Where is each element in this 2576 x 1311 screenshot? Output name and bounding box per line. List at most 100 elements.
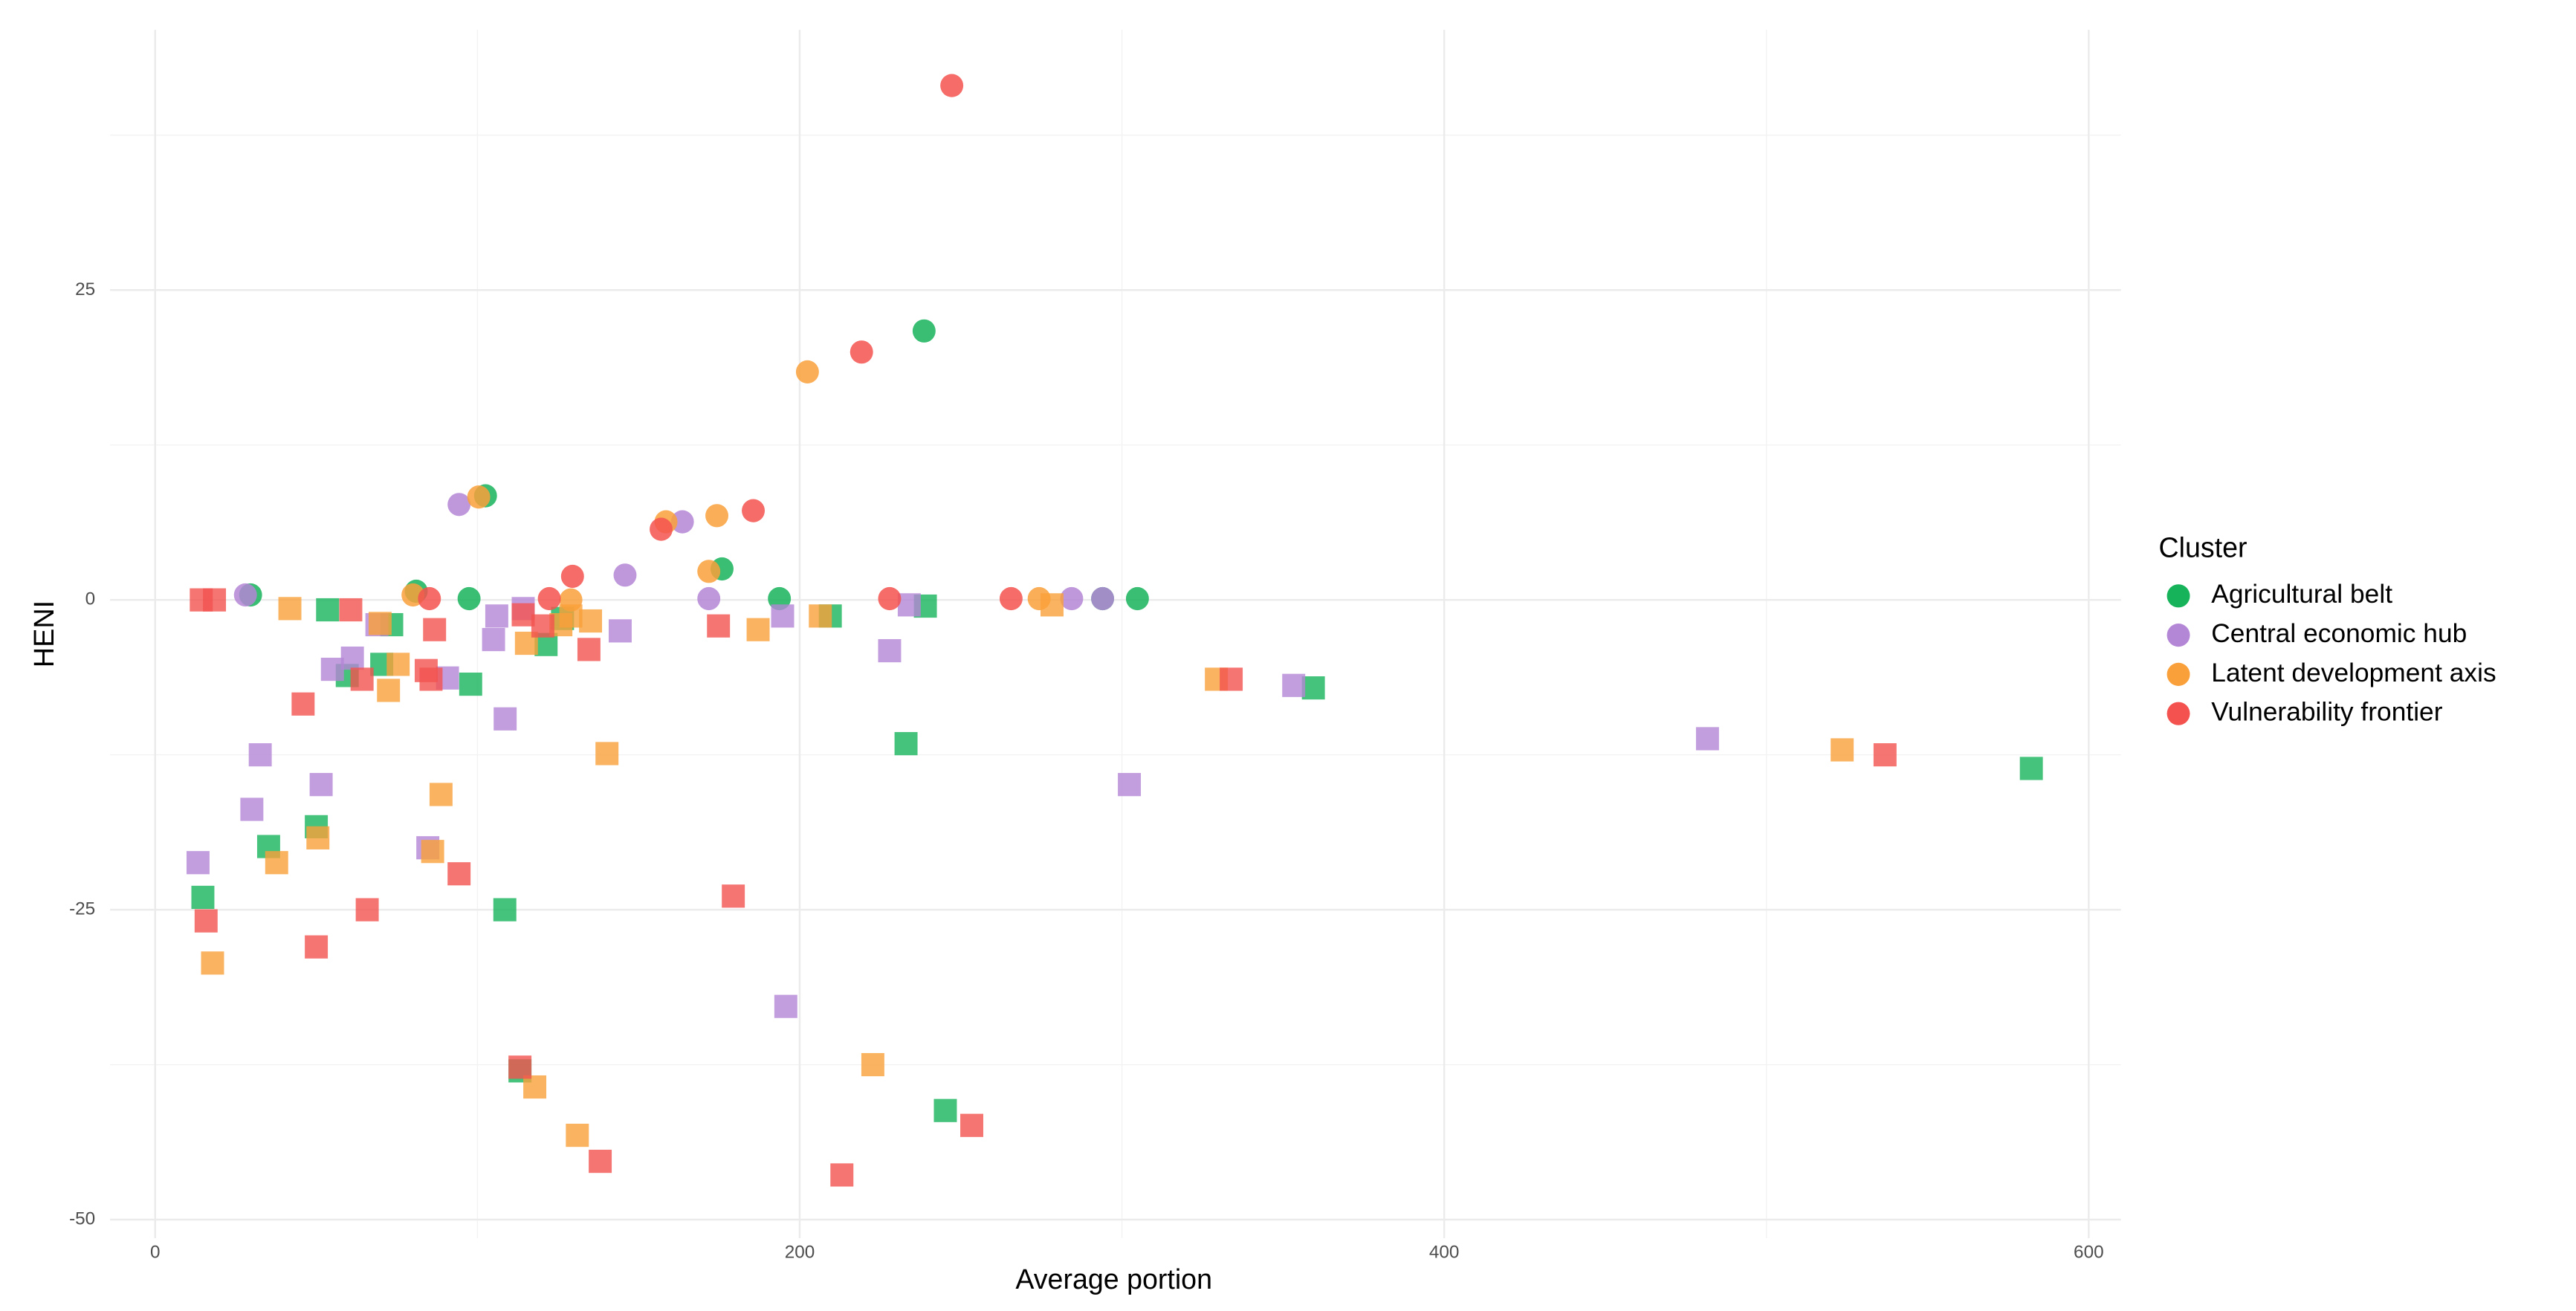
square-point	[306, 826, 330, 849]
square-point	[595, 742, 619, 765]
circle-point	[912, 319, 936, 343]
square-point	[309, 773, 333, 797]
square-point	[531, 614, 554, 638]
y-tick-label: 25	[75, 279, 95, 300]
square-point	[421, 840, 444, 864]
square-point	[278, 597, 302, 621]
y-tick-label: 0	[85, 589, 96, 609]
square-point	[1873, 743, 1897, 767]
square-point	[878, 638, 902, 663]
x-tick-label: 400	[1429, 1242, 1460, 1262]
circle-point	[1060, 586, 1084, 611]
legend: Agricultural belt Central economic hub Lat…	[2166, 579, 2496, 727]
square-point	[194, 909, 218, 933]
square-point	[2019, 757, 2043, 780]
legend-label: Agricultural belt	[2211, 579, 2392, 609]
square-point	[339, 598, 363, 622]
square-point	[589, 1150, 612, 1174]
square-point	[707, 614, 731, 638]
square-point	[746, 618, 770, 641]
legend-key	[2166, 624, 2190, 647]
circle-point	[650, 517, 673, 541]
square-point	[1695, 727, 1719, 751]
circle-point	[560, 564, 584, 589]
square-point	[897, 593, 921, 617]
square-point	[566, 1123, 589, 1147]
x-axis-title: Average portion	[1015, 1263, 1212, 1295]
x-tick-label: 200	[785, 1242, 815, 1262]
square-point	[186, 851, 210, 875]
square-point	[191, 885, 215, 910]
square-point	[265, 851, 288, 875]
square-point	[459, 672, 482, 696]
square-point	[201, 951, 224, 975]
square-point	[423, 618, 447, 641]
square-point	[861, 1052, 884, 1077]
circle-point	[559, 588, 583, 612]
legend-key	[2166, 662, 2190, 686]
circle-point	[1125, 586, 1149, 611]
circle-point	[850, 340, 873, 364]
square-point	[248, 743, 272, 767]
square-point	[386, 653, 410, 676]
square-point	[960, 1113, 983, 1137]
square-point	[419, 667, 443, 691]
marks	[186, 74, 2043, 1187]
x-tick-label: 600	[2074, 1242, 2104, 1262]
circle-point	[999, 586, 1023, 611]
square-point	[429, 783, 453, 806]
legend-key	[2166, 584, 2190, 608]
square-point	[493, 707, 517, 731]
circle-point	[418, 586, 441, 611]
square-point	[1118, 773, 1142, 797]
circle-point	[457, 586, 481, 611]
grid	[110, 30, 2121, 1238]
legend-title: Cluster	[2159, 531, 2247, 563]
y-axis-title: HENI	[28, 601, 59, 667]
square-point	[485, 604, 508, 628]
circle-point	[742, 499, 766, 522]
square-point	[933, 1098, 957, 1122]
square-point	[809, 604, 832, 628]
square-point	[523, 1075, 547, 1099]
circle-point	[670, 510, 694, 534]
circle-point	[705, 504, 729, 528]
circle-point	[613, 563, 637, 587]
circle-point	[1091, 586, 1115, 611]
square-point	[291, 692, 315, 716]
square-point	[355, 898, 379, 922]
square-point	[774, 994, 797, 1018]
square-point	[305, 935, 329, 959]
square-point	[350, 667, 374, 691]
square-point	[316, 598, 340, 622]
circle-point	[1027, 586, 1051, 611]
circle-point	[795, 360, 819, 383]
square-point	[508, 1055, 532, 1079]
y-tick-label: -25	[69, 899, 95, 919]
square-point	[511, 603, 535, 627]
square-point	[240, 797, 264, 821]
square-point	[377, 679, 401, 702]
square-point	[1301, 676, 1325, 700]
circle-point	[697, 560, 721, 583]
square-point	[579, 609, 603, 633]
circle-point	[233, 583, 257, 607]
square-point	[1282, 673, 1306, 697]
square-point	[894, 732, 918, 756]
legend-label: Latent development axis	[2211, 658, 2496, 687]
square-point	[771, 604, 795, 628]
legend-label: Vulnerability frontier	[2211, 696, 2442, 726]
square-point	[447, 862, 471, 886]
square-point	[577, 638, 601, 661]
square-point	[1831, 738, 1854, 762]
square-point	[493, 898, 517, 922]
circle-point	[878, 586, 902, 611]
square-point	[830, 1163, 854, 1187]
x-tick-label: 0	[150, 1242, 161, 1262]
square-point	[482, 627, 505, 652]
square-point	[609, 619, 632, 643]
square-point	[320, 657, 344, 682]
circle-point	[467, 485, 491, 509]
square-point	[368, 612, 392, 635]
